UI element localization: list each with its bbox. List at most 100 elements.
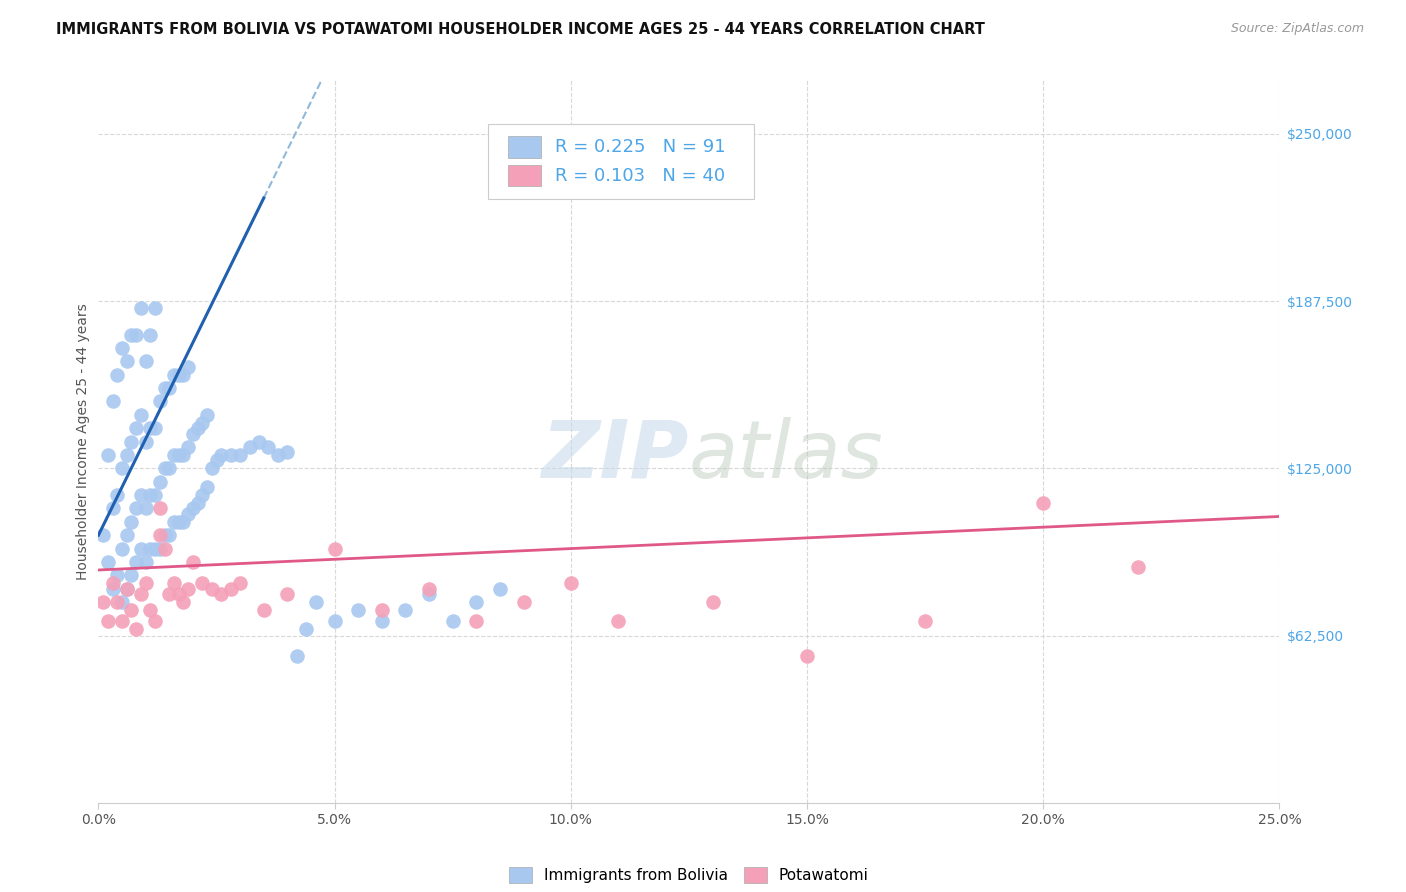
Point [441,614,464,628]
Point [157,587,180,601]
Point [195,408,218,422]
Point [209,448,232,462]
Point [163,368,186,382]
Point [129,541,152,556]
Legend: Immigrants from Bolivia, Potawatomi: Immigrants from Bolivia, Potawatomi [503,861,875,889]
Point [276,445,298,459]
Point [97,555,120,569]
Text: Source: ZipAtlas.com: Source: ZipAtlas.com [1230,22,1364,36]
Point [125,421,148,435]
Point [167,368,190,382]
Point [139,421,162,435]
Point [195,480,218,494]
Point [371,614,394,628]
Point [121,327,143,342]
Point [201,461,224,475]
Point [1032,496,1054,510]
Point [139,327,162,342]
Point [115,354,138,368]
Point [153,541,176,556]
Point [143,421,166,435]
Point [139,541,162,556]
Point [167,515,190,529]
Point [191,576,214,591]
Point [143,614,166,628]
Point [115,582,138,596]
Text: IMMIGRANTS FROM BOLIVIA VS POTAWATOMI HOUSEHOLDER INCOME AGES 25 - 44 YEARS CORR: IMMIGRANTS FROM BOLIVIA VS POTAWATOMI HO… [56,22,986,37]
Point [323,614,346,628]
Point [305,595,328,609]
Point [253,603,276,617]
Point [219,448,242,462]
Point [97,448,120,462]
Text: R = 0.103   N = 40: R = 0.103 N = 40 [555,167,725,185]
Point [157,461,180,475]
Point [101,582,124,596]
Point [101,576,124,591]
Point [796,648,818,663]
Point [111,595,134,609]
Point [267,448,290,462]
Point [163,576,186,591]
Point [219,582,242,596]
Point [418,582,440,596]
Point [229,448,252,462]
Point [101,394,124,409]
Point [347,603,370,617]
Point [323,541,346,556]
Point [129,301,152,315]
Point [181,426,204,441]
Point [121,434,143,449]
Point [143,301,166,315]
Point [157,528,180,542]
Point [125,327,148,342]
Point [239,440,262,454]
Point [167,448,190,462]
Point [139,603,162,617]
Point [247,434,270,449]
Point [125,622,148,636]
Point [105,568,128,582]
Point [187,421,209,435]
Point [560,576,582,591]
Point [172,448,194,462]
Point [125,501,148,516]
Point [111,614,134,628]
Point [143,488,166,502]
Point [172,368,194,382]
Point [139,488,162,502]
Point [153,461,176,475]
Point [394,603,416,617]
Point [135,354,157,368]
Point [1126,560,1149,574]
Point [135,434,157,449]
Point [135,501,157,516]
Point [177,440,200,454]
Point [153,381,176,395]
Point [177,507,200,521]
FancyBboxPatch shape [508,165,541,186]
Point [105,488,128,502]
Point [111,541,134,556]
Point [129,488,152,502]
Point [914,614,936,628]
Point [418,587,440,601]
Text: ZIP: ZIP [541,417,689,495]
Point [257,440,280,454]
Point [229,576,252,591]
Point [111,341,134,355]
Point [489,582,512,596]
Point [129,587,152,601]
Point [149,528,172,542]
Point [163,515,186,529]
Point [201,582,224,596]
Point [115,528,138,542]
Point [285,648,308,663]
Point [121,515,143,529]
Point [181,555,204,569]
Point [157,381,180,395]
Point [105,595,128,609]
Point [143,541,166,556]
Point [607,614,630,628]
Point [153,528,176,542]
